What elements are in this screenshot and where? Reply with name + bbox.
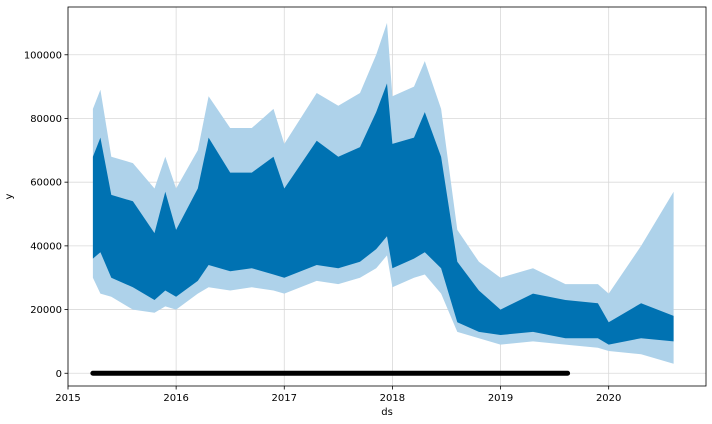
x-tick-label: 2015 — [55, 393, 80, 404]
plot-frame — [67, 6, 707, 387]
y-tick-label: 100000 — [24, 50, 62, 61]
y-tick-label: 0 — [56, 369, 62, 380]
forecast-band — [92, 83, 674, 345]
x-axis-label: ds — [381, 407, 393, 418]
x-tick-label: 2018 — [380, 393, 405, 404]
x-tick-label: 2019 — [488, 393, 513, 404]
x-tick-label: 2017 — [272, 393, 297, 404]
y-tick-label: 20000 — [30, 305, 62, 316]
x-tick-label: 2020 — [596, 393, 621, 404]
y-tick-label: 80000 — [30, 114, 62, 125]
y-tick-label: 60000 — [30, 178, 62, 189]
ticks: 2015 2016 2017 2018 2019 2020 0 20000 40000 60000… — [24, 50, 622, 404]
y-tick-label: 40000 — [30, 241, 62, 252]
plot-area — [90, 22, 674, 376]
x-tick-label: 2016 — [163, 393, 188, 404]
y-axis-label: y — [4, 193, 15, 199]
